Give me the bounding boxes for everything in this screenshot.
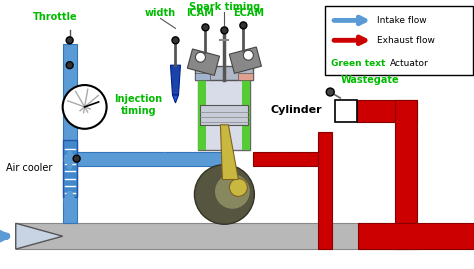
- Text: Green text: Green text: [331, 59, 386, 68]
- Bar: [395, 100, 417, 249]
- Polygon shape: [187, 49, 219, 75]
- Circle shape: [202, 24, 209, 31]
- Polygon shape: [173, 95, 179, 103]
- Text: Throttle: Throttle: [33, 12, 78, 22]
- Polygon shape: [358, 223, 405, 249]
- Text: Cylinder: Cylinder: [270, 105, 322, 115]
- Circle shape: [326, 88, 334, 96]
- Text: Spark timing: Spark timing: [189, 2, 260, 12]
- Text: Air cooler: Air cooler: [6, 162, 52, 173]
- Circle shape: [240, 22, 247, 29]
- Bar: [199, 75, 207, 150]
- Text: Intake flow: Intake flow: [377, 16, 427, 25]
- Bar: [242, 75, 250, 150]
- Text: width: width: [145, 8, 176, 19]
- Circle shape: [195, 52, 205, 62]
- Circle shape: [66, 37, 73, 44]
- Text: ICAM: ICAM: [186, 8, 214, 19]
- Polygon shape: [229, 47, 262, 73]
- Text: Exhaust flow: Exhaust flow: [377, 36, 435, 45]
- Bar: [325, 5, 473, 75]
- Polygon shape: [220, 125, 238, 179]
- Bar: [318, 132, 332, 249]
- Bar: [63, 140, 77, 197]
- Text: ECAM: ECAM: [233, 8, 264, 19]
- Bar: [63, 44, 77, 223]
- Circle shape: [221, 27, 228, 34]
- Polygon shape: [195, 73, 210, 80]
- Circle shape: [66, 62, 73, 69]
- Bar: [358, 223, 474, 249]
- Circle shape: [214, 174, 250, 209]
- Bar: [77, 152, 224, 166]
- Bar: [199, 75, 250, 150]
- Bar: [254, 152, 323, 166]
- Circle shape: [243, 50, 254, 60]
- Text: Injection
timing: Injection timing: [115, 94, 163, 116]
- Bar: [335, 100, 357, 122]
- Circle shape: [63, 85, 107, 129]
- Text: Actuator: Actuator: [390, 59, 429, 68]
- Circle shape: [73, 155, 80, 162]
- Polygon shape: [238, 73, 254, 80]
- Bar: [357, 100, 417, 122]
- Bar: [195, 66, 254, 80]
- Text: Wastegate: Wastegate: [340, 75, 399, 85]
- Ellipse shape: [194, 165, 255, 224]
- Bar: [16, 223, 405, 249]
- Circle shape: [172, 37, 179, 44]
- Polygon shape: [171, 65, 181, 95]
- Circle shape: [229, 179, 247, 196]
- Bar: [201, 105, 248, 125]
- Polygon shape: [16, 223, 63, 249]
